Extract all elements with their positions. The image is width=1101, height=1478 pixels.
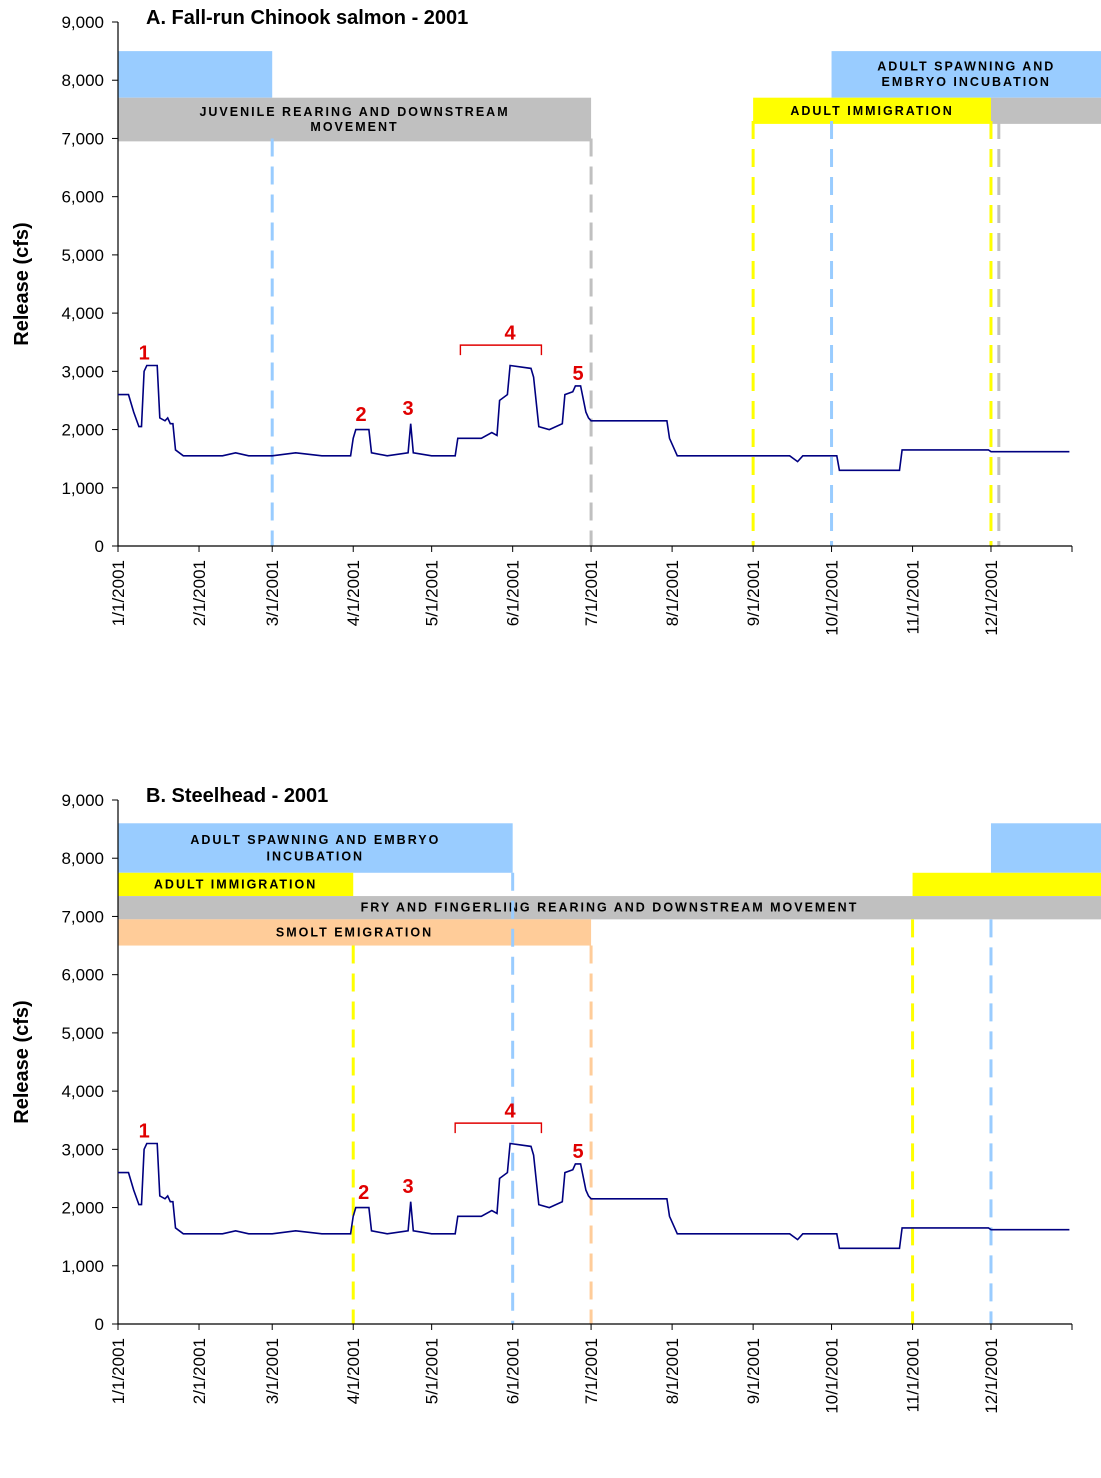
y-tick-label: 3,000 xyxy=(61,1140,104,1159)
annotation-5: 5 xyxy=(572,363,583,385)
y-tick-label: 3,000 xyxy=(61,362,104,381)
band-label: MOVEMENT xyxy=(310,120,398,134)
x-tick-label: 7/1/2001 xyxy=(582,560,601,626)
band-4 xyxy=(118,896,1101,920)
x-tick-label: 12/1/2001 xyxy=(982,560,1001,636)
band-label: SMOLT EMIGRATION xyxy=(276,925,433,939)
y-tick-label: 1,000 xyxy=(61,479,104,498)
y-tick-label: 9,000 xyxy=(61,13,104,32)
x-tick-label: 10/1/2001 xyxy=(823,560,842,636)
chart-panel-a: JUVENILE REARING AND DOWNSTREAM MOVEMENT A… xyxy=(0,0,1101,700)
chart-title: A. Fall-run Chinook salmon - 2001 xyxy=(146,7,468,29)
band-label: EMBRYO INCUBATION xyxy=(882,75,1051,89)
series-line-0 xyxy=(118,364,1070,472)
x-tick-label: 1/1/2001 xyxy=(109,1338,128,1404)
band-label: ADULT SPAWNING AND xyxy=(877,60,1055,74)
x-tick-label: 11/1/2001 xyxy=(904,560,923,634)
annotation-1: 1 xyxy=(139,343,150,365)
annotation-2: 2 xyxy=(358,1182,369,1204)
x-tick-label: 11/1/2001 xyxy=(904,1338,923,1412)
x-tick-label: 8/1/2001 xyxy=(663,560,682,626)
band-1 xyxy=(990,823,1101,873)
band-3 xyxy=(753,97,991,124)
chart-title: B. Steelhead - 2001 xyxy=(146,785,328,807)
y-tick-label: 5,000 xyxy=(61,246,104,265)
band-label: INCUBATION xyxy=(267,849,365,863)
band-label: FRY AND FINGERLING REARING AND DOWNSTREA… xyxy=(361,901,859,915)
y-tick-label: 6,000 xyxy=(61,188,104,207)
band-1 xyxy=(118,97,592,142)
band-2 xyxy=(831,51,1101,98)
y-tick-label: 9,000 xyxy=(61,791,104,810)
y-tick-label: 2,000 xyxy=(61,1199,104,1218)
series-line-0 xyxy=(118,1142,1070,1250)
x-tick-label: 6/1/2001 xyxy=(504,560,523,626)
y-tick-label: 4,000 xyxy=(61,1082,104,1101)
annotation-2: 2 xyxy=(356,404,367,426)
y-tick-label: 8,000 xyxy=(61,71,104,90)
y-tick-label: 2,000 xyxy=(61,421,104,440)
annotation-4: 4 xyxy=(504,1100,516,1122)
x-tick-label: 4/1/2001 xyxy=(344,560,363,626)
y-axis-label: Release (cfs) xyxy=(11,1000,33,1123)
bracket-4 xyxy=(459,344,543,356)
x-tick-label: 5/1/2001 xyxy=(423,1338,442,1404)
y-tick-label: 8,000 xyxy=(61,849,104,868)
x-tick-label: 9/1/2001 xyxy=(744,1338,763,1404)
band-label: ADULT IMMIGRATION xyxy=(154,877,317,891)
y-tick-label: 4,000 xyxy=(61,304,104,323)
x-tick-label: 3/1/2001 xyxy=(263,1338,282,1404)
x-tick-label: 6/1/2001 xyxy=(504,1338,523,1404)
x-tick-label: 1/1/2001 xyxy=(109,560,128,626)
y-tick-label: 7,000 xyxy=(61,129,104,148)
band-0 xyxy=(118,51,273,98)
annotation-3: 3 xyxy=(403,1176,414,1198)
band-label: ADULT IMMIGRATION xyxy=(790,104,953,118)
chart-b: ADULT SPAWNING AND EMBRYO INCUBATION ADULT… xyxy=(11,785,1101,1414)
y-tick-label: 7,000 xyxy=(61,907,104,926)
x-tick-label: 7/1/2001 xyxy=(582,1338,601,1404)
bracket-4 xyxy=(454,1122,543,1134)
band-2 xyxy=(118,872,354,897)
x-tick-label: 2/1/2001 xyxy=(190,560,209,626)
x-tick-label: 10/1/2001 xyxy=(823,1338,842,1414)
x-tick-label: 4/1/2001 xyxy=(344,1338,363,1404)
band-3 xyxy=(912,872,1101,897)
y-tick-label: 5,000 xyxy=(61,1024,104,1043)
chart-panel-b: ADULT SPAWNING AND EMBRYO INCUBATION ADULT… xyxy=(0,778,1101,1478)
band-0 xyxy=(118,823,513,873)
x-tick-label: 5/1/2001 xyxy=(423,560,442,626)
x-tick-label: 3/1/2001 xyxy=(263,560,282,626)
x-tick-label: 9/1/2001 xyxy=(744,560,763,626)
y-tick-label: 1,000 xyxy=(61,1257,104,1276)
band-4 xyxy=(990,97,1101,124)
annotation-1: 1 xyxy=(139,1121,150,1143)
x-tick-label: 12/1/2001 xyxy=(982,1338,1001,1414)
annotation-3: 3 xyxy=(403,398,414,420)
annotation-5: 5 xyxy=(572,1141,583,1163)
x-tick-label: 8/1/2001 xyxy=(663,1338,682,1404)
x-tick-label: 2/1/2001 xyxy=(190,1338,209,1404)
y-tick-label: 0 xyxy=(95,537,104,556)
y-axis-label: Release (cfs) xyxy=(11,222,33,345)
band-label: ADULT SPAWNING AND EMBRYO xyxy=(190,833,440,847)
annotation-4: 4 xyxy=(504,322,516,344)
band-label: JUVENILE REARING AND DOWNSTREAM xyxy=(199,105,509,119)
y-tick-label: 0 xyxy=(95,1315,104,1334)
y-tick-label: 6,000 xyxy=(61,966,104,985)
